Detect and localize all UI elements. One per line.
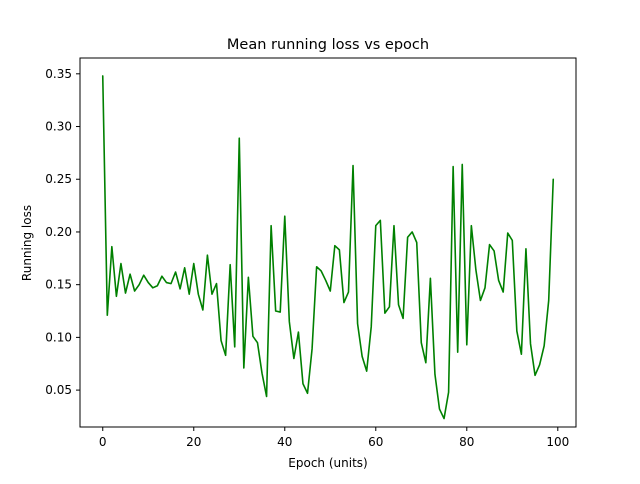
- x-tick-label-5: 100: [546, 435, 569, 449]
- y-tick-label-0: 0.05: [45, 383, 72, 397]
- x-tick-label-1: 20: [186, 435, 201, 449]
- x-tick-label-0: 0: [99, 435, 107, 449]
- y-tick-label-6: 0.35: [45, 67, 72, 81]
- x-tick-label-3: 60: [368, 435, 383, 449]
- series-line: [101, 75, 555, 420]
- y-tick-label-1: 0.10: [45, 330, 72, 344]
- x-tick-label-2: 40: [277, 435, 292, 449]
- y-tick-label-4: 0.25: [45, 172, 72, 186]
- y-tick-label-5: 0.30: [45, 120, 72, 134]
- x-axis-label: Epoch (units): [288, 456, 367, 470]
- y-axis-label: Running loss: [20, 205, 34, 281]
- y-tick-label-3: 0.20: [45, 225, 72, 239]
- plot-frame: [79, 57, 577, 428]
- x-tick-label-4: 80: [459, 435, 474, 449]
- chart-title: Mean running loss vs epoch: [227, 37, 429, 53]
- y-tick-label-2: 0.15: [45, 278, 72, 292]
